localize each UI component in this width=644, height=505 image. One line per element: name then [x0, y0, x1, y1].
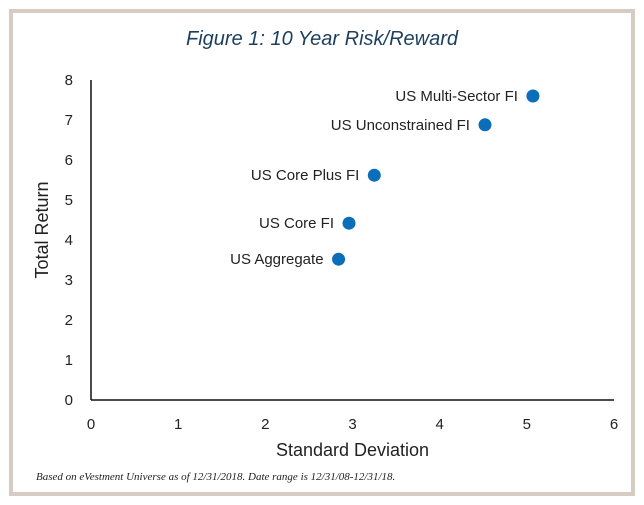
- x-tick-label: 5: [523, 416, 531, 433]
- y-tick-label: 8: [65, 72, 73, 89]
- x-tick-label: 6: [610, 416, 618, 433]
- x-tick-label: 3: [348, 416, 356, 433]
- data-points: US Multi-Sector FI US Unconstrained FI US …: [230, 88, 540, 268]
- y-tick-label: 3: [65, 272, 73, 289]
- data-point-label: US Multi-Sector FI: [395, 88, 518, 105]
- data-point: [367, 168, 381, 182]
- data-point-label: US Core FI: [259, 215, 334, 232]
- footnote: Based on eVestment Universe as of 12/31/…: [36, 471, 396, 483]
- y-tick-label: 2: [65, 312, 73, 329]
- x-tick-label: 1: [174, 416, 182, 433]
- data-point-label: US Aggregate: [230, 251, 323, 268]
- x-tick-label: 2: [261, 416, 269, 433]
- y-tick-label: 0: [65, 392, 73, 409]
- x-tick-label: 4: [435, 416, 443, 433]
- data-point-label: US Unconstrained FI: [331, 117, 470, 134]
- x-axis-label: Standard Deviation: [276, 440, 429, 460]
- y-tick-label: 5: [65, 192, 73, 209]
- data-point: [332, 252, 346, 266]
- axes: [90, 80, 614, 401]
- x-tick-labels: 0 1 2 3 4 5 6: [87, 416, 618, 433]
- y-tick-labels: 0 1 2 3 4 5 6 7 8: [65, 72, 73, 409]
- y-tick-label: 6: [65, 152, 73, 169]
- y-tick-label: 7: [65, 112, 73, 129]
- y-axis-label: Total Return: [32, 181, 52, 278]
- y-tick-label: 4: [65, 232, 73, 249]
- chart-title: Figure 1: 10 Year Risk/Reward: [186, 28, 458, 50]
- x-tick-label: 0: [87, 416, 95, 433]
- y-tick-label: 1: [65, 352, 73, 369]
- data-point-label: US Core Plus FI: [251, 167, 359, 184]
- data-point: [478, 118, 492, 132]
- data-point: [342, 216, 356, 230]
- data-point: [526, 89, 540, 103]
